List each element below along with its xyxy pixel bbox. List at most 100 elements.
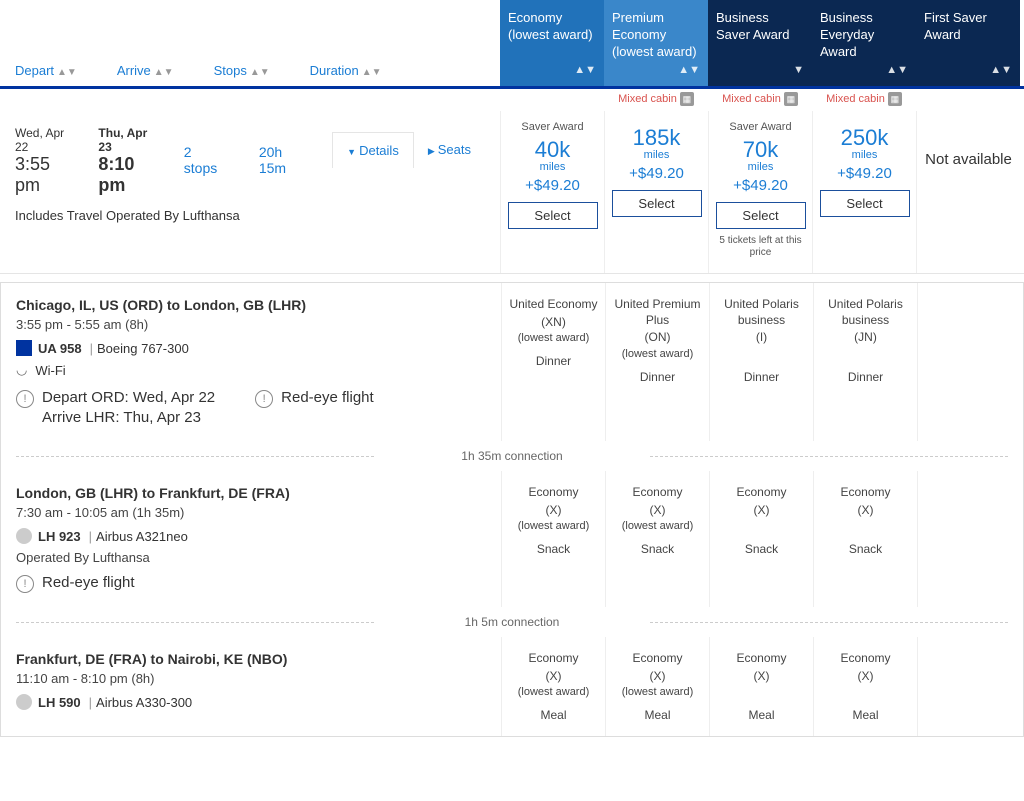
segment-times: 11:10 am - 8:10 pm (8h) <box>16 671 486 686</box>
sort-icon: ▲▼ <box>508 64 596 76</box>
segment-times: 3:55 pm - 5:55 am (8h) <box>16 317 486 332</box>
connection-divider: 1h 35m connection <box>1 441 1023 471</box>
select-button[interactable]: Select <box>508 202 598 229</box>
segment-route: Frankfurt, DE (FRA) to Nairobi, KE (NBO) <box>16 651 486 667</box>
segment-flight: LH 590|Airbus A330-300 <box>16 694 486 710</box>
select-button[interactable]: Select <box>716 202 806 229</box>
segment-fare-cell: Economy(X)(lowest award)Meal <box>605 637 709 736</box>
flight-segment: Frankfurt, DE (FRA) to Nairobi, KE (NBO)… <box>1 637 1023 736</box>
segment-fare-cell: United Premium Plus(ON)(lowest award)Din… <box>605 283 709 441</box>
segment-fare-cell: United Polaris business(I) Dinner <box>709 283 813 441</box>
seats-tab[interactable]: ▶Seats <box>414 132 485 167</box>
segment-note: !Red-eye flight <box>255 388 374 427</box>
segment-fare-classes: United Economy(XN)(lowest award)DinnerUn… <box>501 283 1023 441</box>
flight-segment: Chicago, IL, US (ORD) to London, GB (LHR… <box>1 283 1023 441</box>
segment-fare-cell: Economy(X)(lowest award)Meal <box>501 637 605 736</box>
sort-icon: ▲▼ <box>924 64 1012 76</box>
sort-icon: ▼ <box>716 64 804 76</box>
fare-header-first-saver[interactable]: First Saver Award▲▼ <box>916 0 1020 86</box>
flight-summary: Wed, Apr 22 3:55 pm Thu, Apr 23 8:10 pm … <box>0 111 500 273</box>
segment-info: London, GB (LHR) to Frankfurt, DE (FRA) 7… <box>1 471 501 607</box>
segment-fare-cell <box>917 471 1021 607</box>
fare-option-business-everyday: 250k miles +$49.20 Select <box>812 111 916 273</box>
arrive-time: 8:10 pm <box>98 154 158 196</box>
segment-operated-by: Operated By Lufthansa <box>16 550 486 565</box>
segment-fare-cell: Economy(X) Meal <box>813 637 917 736</box>
segment-flight: UA 958|Boeing 767-300 <box>16 340 486 356</box>
sort-icon: ▲▼ <box>57 67 77 78</box>
fare-header-business-everyday[interactable]: Business Everyday Award▲▼ <box>812 0 916 86</box>
duration-text: 20h 15m <box>259 126 307 176</box>
miles-value: 70k <box>715 139 806 161</box>
connection-divider: 1h 5m connection <box>1 607 1023 637</box>
miles-value: 250k <box>819 127 910 149</box>
sort-stops[interactable]: Stops▲▼ <box>214 63 270 78</box>
segment-note: !Depart ORD: Wed, Apr 22Arrive LHR: Thu,… <box>16 388 215 427</box>
fare-option-first: Not available <box>916 111 1020 273</box>
caret-down-icon: ▼ <box>347 147 356 157</box>
depart-col: Wed, Apr 22 3:55 pm <box>15 126 73 196</box>
segment-info: Frankfurt, DE (FRA) to Nairobi, KE (NBO)… <box>1 637 501 736</box>
segment-flight: LH 923|Airbus A321neo <box>16 528 486 544</box>
details-tab[interactable]: ▼Details <box>332 132 414 168</box>
mixed-cell: Mixed cabin▦ <box>708 89 812 111</box>
info-icon: ! <box>16 575 34 593</box>
stops-link[interactable]: 2 stops <box>184 126 224 176</box>
segment-fare-cell: Economy(X)(lowest award)Snack <box>605 471 709 607</box>
fare-option-business-saver: Saver Award 70k miles +$49.20 Select 5 t… <box>708 111 812 273</box>
mixed-cell <box>500 89 604 111</box>
award-badge: Saver Award <box>715 121 806 133</box>
segment-note: !Red-eye flight <box>16 573 135 593</box>
airline-logo-icon <box>16 340 32 356</box>
fare-option-premium: 185k miles +$49.20 Select <box>604 111 708 273</box>
mixed-cell: Mixed cabin▦ <box>812 89 916 111</box>
header-row: Depart▲▼ Arrive▲▼ Stops▲▼ Duration▲▼ Eco… <box>0 0 1024 89</box>
sort-icon: ▲▼ <box>362 67 382 78</box>
seat-icon: ▦ <box>680 92 694 106</box>
fee-value: +$49.20 <box>715 177 806 194</box>
fee-value: +$49.20 <box>819 165 910 182</box>
airline-logo-icon <box>16 528 32 544</box>
segment-fare-cell: United Economy(XN)(lowest award)Dinner <box>501 283 605 441</box>
miles-label: miles <box>819 149 910 161</box>
info-icon: ! <box>16 390 34 408</box>
segment-fare-cell: Economy(X) Snack <box>813 471 917 607</box>
fare-option-economy: Saver Award 40k miles +$49.20 Select <box>500 111 604 273</box>
sort-icon: ▲▼ <box>612 64 700 76</box>
seat-icon: ▦ <box>784 92 798 106</box>
miles-label: miles <box>611 149 702 161</box>
miles-value: 40k <box>507 139 598 161</box>
fare-header-business-saver[interactable]: Business Saver Award▼ <box>708 0 812 86</box>
arrive-date: Thu, Apr 23 <box>98 126 158 154</box>
segment-fare-cell: United Polaris business(JN) Dinner <box>813 283 917 441</box>
mixed-cell <box>916 89 1020 111</box>
sort-columns: Depart▲▼ Arrive▲▼ Stops▲▼ Duration▲▼ <box>0 0 500 86</box>
segment-fare-cell <box>917 283 1021 441</box>
sort-icon: ▲▼ <box>820 64 908 76</box>
select-button[interactable]: Select <box>612 190 702 217</box>
sort-duration[interactable]: Duration▲▼ <box>310 63 382 78</box>
flight-details-panel: Chicago, IL, US (ORD) to London, GB (LHR… <box>0 282 1024 737</box>
segment-fare-cell <box>917 637 1021 736</box>
fare-class-headers: Economy (lowest award)▲▼ Premium Economy… <box>500 0 1024 86</box>
depart-date: Wed, Apr 22 <box>15 126 73 154</box>
fare-header-economy[interactable]: Economy (lowest award)▲▼ <box>500 0 604 86</box>
miles-value: 185k <box>611 127 702 149</box>
arrive-col: Thu, Apr 23 8:10 pm <box>98 126 158 196</box>
segment-fare-cell: Economy(X) Snack <box>709 471 813 607</box>
fare-cells: Saver Award 40k miles +$49.20 Select 185… <box>500 111 1024 273</box>
flight-segment: London, GB (LHR) to Frankfurt, DE (FRA) 7… <box>1 471 1023 607</box>
fee-value: +$49.20 <box>611 165 702 182</box>
segment-times: 7:30 am - 10:05 am (1h 35m) <box>16 505 486 520</box>
info-icon: ! <box>255 390 273 408</box>
fee-value: +$49.20 <box>507 177 598 194</box>
flight-result-row: Wed, Apr 22 3:55 pm Thu, Apr 23 8:10 pm … <box>0 111 1024 274</box>
sort-arrive[interactable]: Arrive▲▼ <box>117 63 174 78</box>
segment-fare-cell: Economy(X) Meal <box>709 637 813 736</box>
sort-depart[interactable]: Depart▲▼ <box>15 63 77 78</box>
operated-by-note: Includes Travel Operated By Lufthansa <box>15 208 485 223</box>
fare-header-premium-economy[interactable]: Premium Economy (lowest award)▲▼ <box>604 0 708 86</box>
segment-route: London, GB (LHR) to Frankfurt, DE (FRA) <box>16 485 486 501</box>
select-button[interactable]: Select <box>820 190 910 217</box>
depart-time: 3:55 pm <box>15 154 73 196</box>
